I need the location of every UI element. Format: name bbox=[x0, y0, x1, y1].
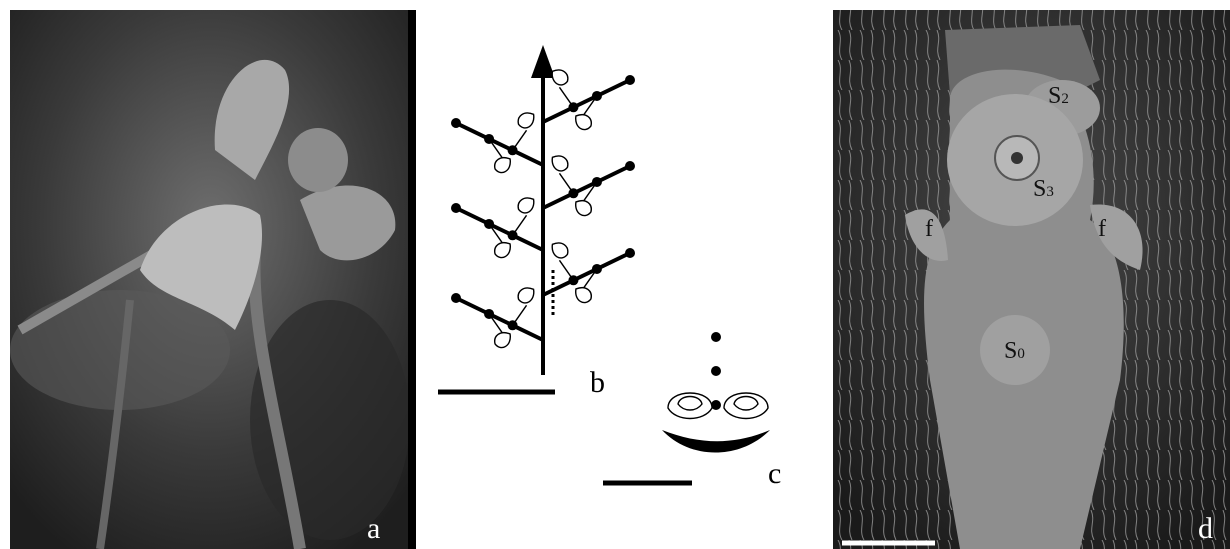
flower-glyph bbox=[495, 158, 511, 173]
annotation-sub: 3 bbox=[1046, 184, 1054, 200]
panel-label: c bbox=[768, 457, 781, 490]
flower-glyph bbox=[576, 288, 592, 303]
panel-label: b bbox=[590, 366, 605, 399]
flower-glyph bbox=[495, 243, 511, 258]
bract bbox=[662, 430, 770, 453]
dot bbox=[711, 366, 721, 376]
annotation-main: S bbox=[1004, 338, 1017, 364]
dot bbox=[711, 332, 721, 342]
annotation: f bbox=[925, 216, 933, 242]
figure: a b c bbox=[0, 0, 1230, 549]
annotation-main: f bbox=[1098, 216, 1106, 242]
annotation: f bbox=[1098, 216, 1106, 242]
pedicel bbox=[559, 87, 573, 107]
flower-right bbox=[724, 393, 768, 419]
annotation-sub: 0 bbox=[1017, 346, 1025, 362]
pedicel bbox=[513, 305, 527, 325]
panel-c: c bbox=[603, 332, 781, 490]
panel-a: a bbox=[10, 10, 416, 549]
flower-glyph bbox=[518, 288, 534, 303]
node bbox=[625, 248, 635, 258]
border bbox=[408, 10, 416, 549]
node bbox=[451, 203, 461, 213]
pedicel bbox=[513, 130, 527, 150]
flower-glyph bbox=[576, 201, 592, 216]
pedicel bbox=[559, 260, 573, 280]
panel-label: a bbox=[367, 512, 380, 545]
bud-cluster bbox=[288, 128, 348, 192]
annotation-main: S bbox=[1033, 176, 1046, 202]
flower-glyph bbox=[576, 115, 592, 130]
node bbox=[625, 75, 635, 85]
annotation-main: S bbox=[1048, 83, 1061, 109]
flower-glyph bbox=[552, 156, 568, 171]
arrow-head bbox=[531, 45, 555, 78]
node bbox=[451, 293, 461, 303]
flower-glyph bbox=[552, 70, 568, 85]
flower-glyph bbox=[518, 198, 534, 213]
panel-label: d bbox=[1198, 512, 1213, 545]
flower-glyph bbox=[552, 243, 568, 258]
flower-left bbox=[668, 393, 712, 419]
annotation-sub: 2 bbox=[1061, 91, 1069, 107]
pedicel bbox=[513, 215, 527, 235]
pedicel bbox=[559, 173, 573, 193]
floral-center bbox=[1011, 152, 1023, 164]
node bbox=[625, 161, 635, 171]
node bbox=[451, 118, 461, 128]
annotation-main: f bbox=[925, 216, 933, 242]
flower-glyph bbox=[495, 333, 511, 348]
flower-glyph bbox=[518, 113, 534, 128]
panel-b: b bbox=[438, 45, 635, 399]
